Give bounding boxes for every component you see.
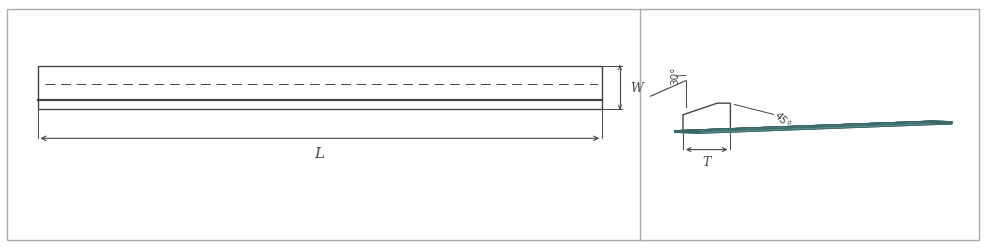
Polygon shape bbox=[673, 124, 951, 134]
Text: W: W bbox=[629, 82, 642, 94]
Polygon shape bbox=[673, 122, 934, 131]
Bar bbox=[37, 66, 601, 110]
Polygon shape bbox=[926, 122, 951, 124]
Text: L: L bbox=[315, 146, 324, 160]
Text: 30°: 30° bbox=[669, 66, 679, 85]
Text: 45°: 45° bbox=[771, 110, 792, 130]
Polygon shape bbox=[673, 122, 926, 133]
Text: T: T bbox=[702, 156, 710, 168]
Polygon shape bbox=[699, 122, 951, 134]
Polygon shape bbox=[673, 131, 699, 134]
Polygon shape bbox=[681, 122, 951, 132]
